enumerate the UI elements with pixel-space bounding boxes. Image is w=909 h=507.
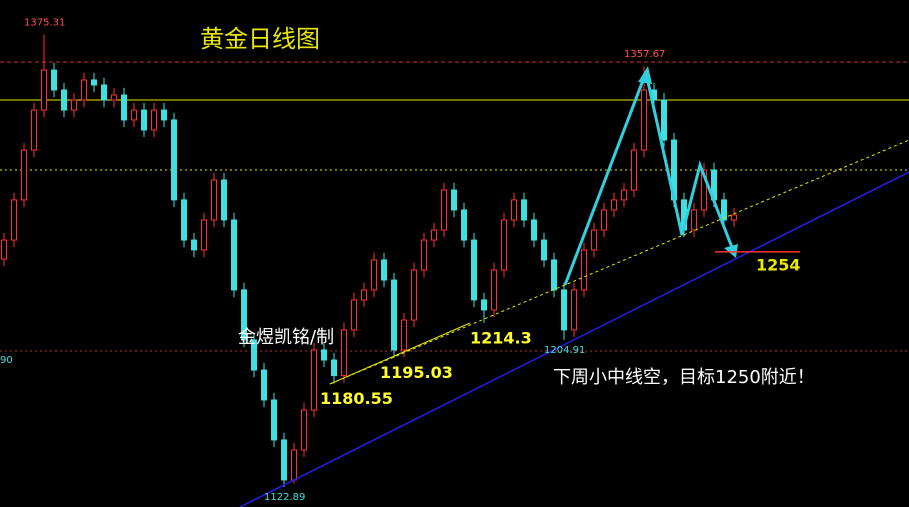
candle-body — [381, 259, 387, 281]
candle-body — [551, 259, 557, 291]
swing-label: 1375.31 — [24, 17, 65, 28]
candle-body — [531, 219, 537, 241]
candle-body — [341, 329, 347, 377]
candle-body — [701, 169, 707, 211]
candle-body — [361, 289, 367, 301]
forecast-arrows — [563, 66, 738, 286]
candle-body — [291, 449, 297, 481]
candle-body — [11, 199, 17, 241]
candle-body — [321, 349, 327, 361]
support-line — [329, 322, 471, 385]
candle-body — [421, 239, 427, 271]
candle-body — [1, 239, 7, 260]
target-label: 1254 — [756, 255, 801, 274]
arrow-line — [646, 81, 735, 251]
candle-body — [301, 409, 307, 451]
candle-body — [181, 199, 187, 241]
candle-body — [241, 289, 247, 341]
candle-body — [131, 109, 137, 121]
candle-body — [161, 109, 167, 121]
candle-body — [251, 339, 257, 371]
candle-body — [91, 79, 97, 86]
swing-label: 1122.89 — [264, 492, 305, 503]
swing-label: 1357.67 — [624, 49, 665, 60]
trend-line — [239, 171, 909, 507]
candle-body — [311, 349, 317, 411]
candle-body — [611, 199, 617, 211]
candle-body — [521, 199, 527, 221]
levels — [0, 61, 909, 352]
arrow-line — [563, 74, 647, 286]
candles — [1, 34, 737, 487]
candle-body — [281, 439, 287, 481]
candle-body — [441, 189, 447, 231]
candle-body — [661, 99, 667, 141]
swing-label: 1195.03 — [380, 363, 453, 382]
candle-body — [191, 239, 197, 251]
trend-line-dotted — [329, 139, 909, 385]
candle-body — [201, 219, 207, 251]
candle-body — [71, 99, 77, 111]
candle-body — [481, 299, 487, 311]
candle-body — [331, 359, 337, 377]
candle-body — [471, 239, 477, 301]
candle-body — [211, 179, 217, 221]
candle-body — [81, 79, 87, 101]
candle-body — [371, 259, 377, 291]
candle-body — [461, 209, 467, 241]
swing-label: 1204.91 — [544, 345, 585, 356]
arrow-head — [724, 244, 738, 258]
candle-body — [141, 109, 147, 131]
candle-body — [411, 269, 417, 321]
candle-body — [61, 89, 67, 111]
candle-body — [51, 69, 57, 91]
candle-body — [641, 89, 647, 151]
candle-body — [41, 69, 47, 111]
candle-body — [231, 219, 237, 291]
chart-title: 黄金日线图 — [200, 25, 320, 53]
candle-body — [151, 109, 157, 131]
candle-body — [221, 179, 227, 221]
candle-body — [631, 149, 637, 191]
candle-body — [491, 269, 497, 311]
candle-body — [541, 239, 547, 261]
candle-body — [561, 289, 567, 331]
note: 下周小中线空，目标1250附近！ — [553, 367, 815, 388]
arrow-head — [638, 66, 652, 84]
candle-body — [351, 299, 357, 331]
candle-body — [601, 209, 607, 231]
candle-body — [101, 84, 107, 101]
candle-body — [261, 369, 267, 401]
candle-body — [31, 109, 37, 151]
candle-body — [621, 189, 627, 201]
candle-body — [271, 399, 277, 441]
candle-body — [501, 219, 507, 271]
candle-body — [171, 119, 177, 201]
candle-body — [431, 229, 437, 241]
candle-body — [111, 94, 117, 101]
candle-body — [571, 289, 577, 331]
candle-body — [121, 94, 127, 121]
candle-body — [21, 149, 27, 201]
watermark: 金煜凯铭/制 — [238, 327, 334, 348]
swing-label: 1180.55 — [320, 389, 393, 408]
axis-fragment: 90 — [0, 355, 13, 366]
swing-label: 1214.3 — [470, 329, 532, 348]
candle-body — [401, 319, 407, 351]
candle-body — [581, 249, 587, 291]
candle-body — [591, 229, 597, 251]
candle-body — [731, 214, 737, 221]
candle-body — [391, 279, 397, 351]
candle-body — [451, 189, 457, 211]
candle-body — [511, 199, 517, 221]
candle-body — [721, 199, 727, 221]
candle-body — [691, 209, 697, 231]
